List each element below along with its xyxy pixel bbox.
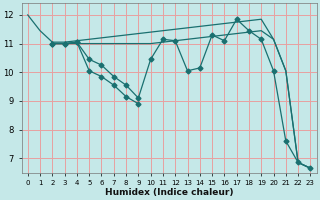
X-axis label: Humidex (Indice chaleur): Humidex (Indice chaleur) bbox=[105, 188, 233, 197]
